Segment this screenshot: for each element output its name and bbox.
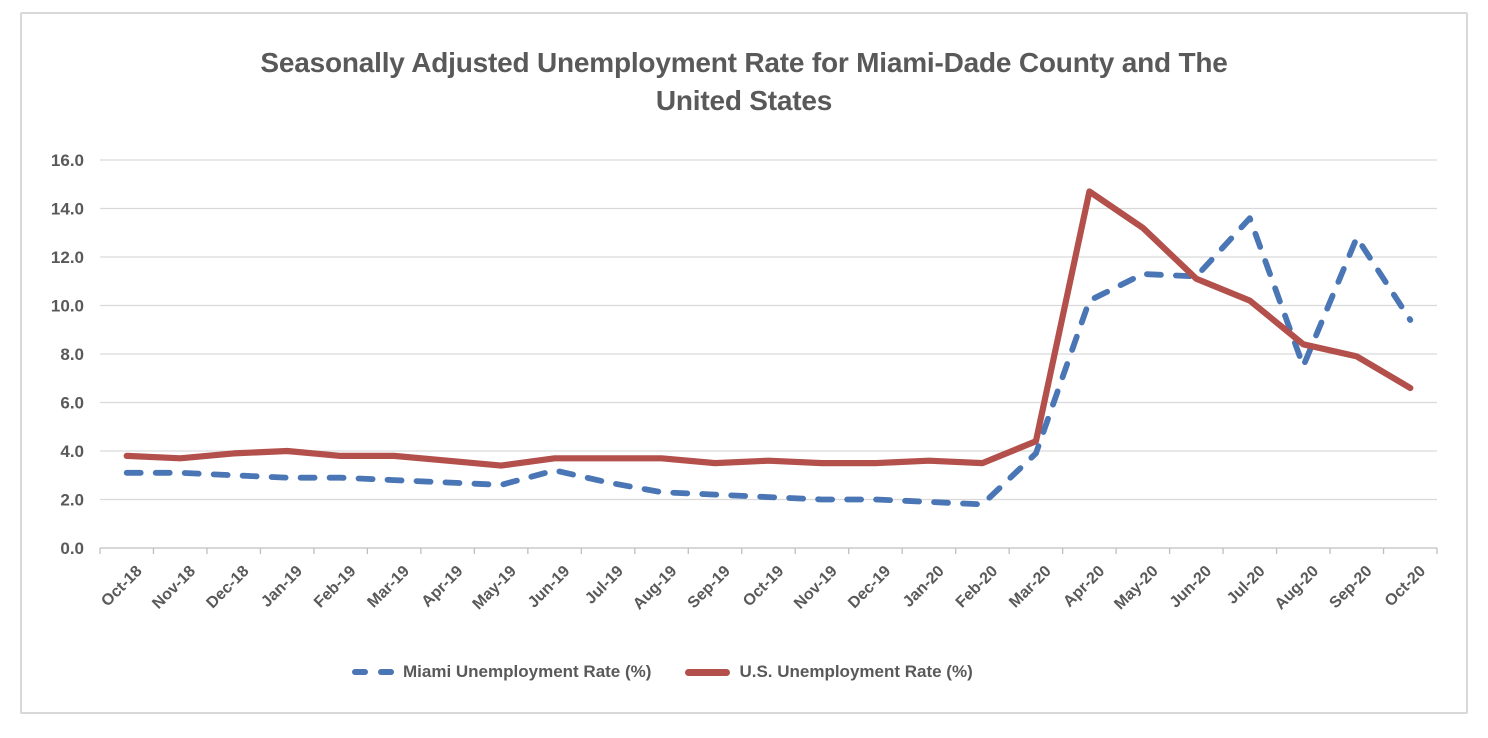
y-tick-label: 10.0 xyxy=(51,297,84,316)
x-axis xyxy=(99,547,1438,554)
chart-title-line-2: United States xyxy=(655,85,833,116)
x-tick-label: Feb-20 xyxy=(953,563,1002,612)
y-tick-label: 6.0 xyxy=(60,394,84,413)
y-tick-label: 0.0 xyxy=(60,539,84,558)
series-line-us xyxy=(123,188,1414,469)
x-axis-labels: Oct-18 Nov-18 Dec-18 Jan-19 Feb-19 Mar-19 Apr-… xyxy=(98,563,1429,613)
legend-item-miami: Miami Unemployment Rate (%) xyxy=(352,662,651,682)
x-tick-label: Apr-19 xyxy=(419,563,467,611)
x-tick-label: Jul-20 xyxy=(1224,563,1269,608)
x-tick-label: Aug-19 xyxy=(630,563,680,613)
chart-title: Seasonally Adjusted Unemployment Rate fo… xyxy=(0,44,1488,120)
series-line-miami xyxy=(123,215,1414,508)
x-tick-label: Apr-20 xyxy=(1060,563,1108,611)
x-tick-label: Oct-20 xyxy=(1382,563,1429,610)
x-tick-label: Aug-20 xyxy=(1272,563,1322,613)
y-tick-label: 12.0 xyxy=(51,248,84,267)
x-tick-label: Oct-19 xyxy=(740,563,787,610)
y-tick-label: 16.0 xyxy=(51,151,84,170)
x-tick-label: May-20 xyxy=(1111,563,1161,613)
x-tick-label: Jan-19 xyxy=(258,563,306,611)
x-tick-label: Sep-19 xyxy=(685,563,734,612)
x-tick-label: Jul-19 xyxy=(582,563,627,608)
chart-title-line-1: Seasonally Adjusted Unemployment Rate fo… xyxy=(260,47,1228,78)
x-tick-label: Mar-19 xyxy=(364,563,413,612)
y-tick-label: 2.0 xyxy=(60,491,84,510)
legend-label-us: U.S. Unemployment Rate (%) xyxy=(739,662,973,681)
x-tick-label: May-19 xyxy=(470,563,520,613)
y-tick-label: 14.0 xyxy=(51,200,84,219)
x-tick-label: Nov-18 xyxy=(149,563,199,613)
us-solid-line-swatch xyxy=(685,668,731,676)
x-tick-label: Sep-20 xyxy=(1326,563,1375,612)
x-tick-label: Jun-19 xyxy=(525,563,574,612)
x-tick-label: Nov-19 xyxy=(791,563,841,613)
y-axis-labels: 0.0 2.0 4.0 6.0 8.0 10.0 12.0 14.0 16.0 xyxy=(51,151,84,558)
chart-legend: Miami Unemployment Rate (%) U.S. Unemplo… xyxy=(352,662,973,682)
x-tick-label: Dec-19 xyxy=(845,563,894,612)
x-tick-label: Jan-20 xyxy=(900,563,948,611)
y-tick-label: 4.0 xyxy=(60,442,84,461)
x-tick-label: Dec-18 xyxy=(203,563,252,612)
legend-label-miami: Miami Unemployment Rate (%) xyxy=(403,662,652,681)
x-tick-label: Feb-19 xyxy=(311,563,360,612)
y-tick-label: 8.0 xyxy=(60,345,84,364)
y-gridlines xyxy=(100,159,1437,501)
miami-dashed-line-swatch xyxy=(352,669,394,675)
x-tick-label: Mar-20 xyxy=(1006,563,1055,612)
x-tick-label: Jun-20 xyxy=(1167,563,1216,612)
x-tick-label: Oct-18 xyxy=(98,563,145,610)
chart-frame xyxy=(20,12,1468,714)
legend-item-us: U.S. Unemployment Rate (%) xyxy=(685,662,973,682)
